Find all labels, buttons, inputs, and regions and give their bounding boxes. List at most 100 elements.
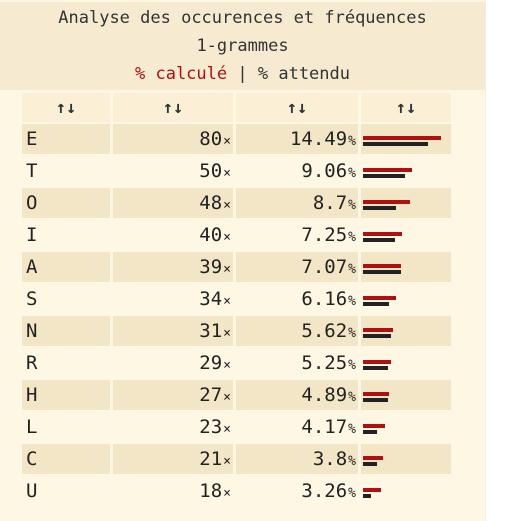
frequency-bars <box>361 124 451 154</box>
count-unit: × <box>223 230 231 245</box>
expected-bar <box>363 334 391 338</box>
frequency-bars <box>361 444 451 474</box>
percent-unit: % <box>348 294 356 309</box>
letter-cell: C <box>22 444 110 474</box>
letter-value: N <box>26 320 38 342</box>
count-unit: × <box>223 294 231 309</box>
percent-cell: 7.07% <box>236 252 358 282</box>
percent-unit: % <box>348 198 356 213</box>
letter-cell: L <box>22 412 110 442</box>
percent-unit: % <box>348 390 356 405</box>
letter-cell: S <box>22 284 110 314</box>
letter-value: O <box>26 192 38 214</box>
sort-arrows-icon: ↑↓ <box>162 97 184 118</box>
bar-cell <box>361 284 451 314</box>
calculated-bar <box>363 488 381 492</box>
calculated-bar <box>363 168 412 172</box>
count-unit: × <box>223 390 231 405</box>
count-unit: × <box>223 358 231 373</box>
analysis-header: Analyse des occurences et fréquences 1-g… <box>0 2 485 90</box>
percent-cell: 7.25% <box>236 220 358 250</box>
count-cell: 27× <box>113 380 233 410</box>
bar-cell <box>361 252 451 282</box>
count-unit: × <box>223 486 231 501</box>
table-row: C 21× 3.8% <box>22 444 451 474</box>
percent-value: 3.26 <box>301 480 348 502</box>
sort-arrows-icon: ↑↓ <box>395 97 417 118</box>
table-header-row: ↑↓ ↑↓ ↑↓ ↑↓ <box>22 93 451 122</box>
percent-value: 4.89 <box>301 384 348 406</box>
bar-cell <box>361 412 451 442</box>
percent-value: 14.49 <box>289 128 348 150</box>
percent-cell: 4.17% <box>236 412 358 442</box>
percent-cell: 5.25% <box>236 348 358 378</box>
letter-value: E <box>26 128 38 150</box>
calculated-bar <box>363 296 396 300</box>
percent-unit: % <box>348 422 356 437</box>
count-unit: × <box>223 198 231 213</box>
ngram-size-label: 1-grammes <box>196 36 289 56</box>
frequency-bars <box>361 476 451 506</box>
calculated-bar <box>363 232 402 236</box>
table-row: U 18× 3.26% <box>22 476 451 506</box>
calculated-bar <box>363 264 401 268</box>
percent-unit: % <box>348 230 356 245</box>
percent-cell: 9.06% <box>236 156 358 186</box>
percent-cell: 14.49% <box>236 124 358 154</box>
legend-calculated: % calculé <box>135 64 228 84</box>
count-unit: × <box>223 166 231 181</box>
analysis-title: Analyse des occurences et fréquences <box>58 8 427 28</box>
letter-cell: T <box>22 156 110 186</box>
sort-count-header[interactable]: ↑↓ <box>113 93 233 122</box>
table-row: O 48× 8.7% <box>22 188 451 218</box>
sort-bar-header[interactable]: ↑↓ <box>361 93 451 122</box>
expected-bar <box>363 462 377 466</box>
expected-bar <box>363 366 388 370</box>
bar-cell <box>361 316 451 346</box>
frequency-panel: Analyse des occurences et fréquences 1-g… <box>0 2 485 506</box>
frequency-bars <box>361 188 451 218</box>
calculated-bar <box>363 136 441 140</box>
percent-cell: 3.26% <box>236 476 358 506</box>
percent-cell: 5.62% <box>236 316 358 346</box>
letter-value: C <box>26 448 38 470</box>
count-value: 29 <box>199 352 223 374</box>
letter-cell: U <box>22 476 110 506</box>
frequency-bars <box>361 156 451 186</box>
letter-value: T <box>26 160 38 182</box>
count-value: 40 <box>199 224 223 246</box>
frequency-bars <box>361 284 451 314</box>
calculated-bar <box>363 392 389 396</box>
bar-cell <box>361 188 451 218</box>
frequency-bars <box>361 316 451 346</box>
table-row: T 50× 9.06% <box>22 156 451 186</box>
letter-value: H <box>26 384 38 406</box>
letter-value: A <box>26 256 38 278</box>
frequency-bars <box>361 412 451 442</box>
expected-bar <box>363 302 389 306</box>
percent-value: 7.25 <box>301 224 348 246</box>
percent-unit: % <box>348 166 356 181</box>
count-unit: × <box>223 262 231 277</box>
table-row: S 34× 6.16% <box>22 284 451 314</box>
count-value: 48 <box>199 192 223 214</box>
letter-value: R <box>26 352 38 374</box>
table-row: A 39× 7.07% <box>22 252 451 282</box>
bar-cell <box>361 124 451 154</box>
percent-value: 5.62 <box>301 320 348 342</box>
letter-cell: O <box>22 188 110 218</box>
calculated-bar <box>363 328 393 332</box>
letter-value: U <box>26 480 38 502</box>
sort-letter-header[interactable]: ↑↓ <box>22 93 110 122</box>
sort-percent-header[interactable]: ↑↓ <box>236 93 358 122</box>
count-unit: × <box>223 134 231 149</box>
table-row: N 31× 5.62% <box>22 316 451 346</box>
count-value: 34 <box>199 288 223 310</box>
percent-value: 4.17 <box>301 416 348 438</box>
count-unit: × <box>223 454 231 469</box>
frequency-bars <box>361 348 451 378</box>
percent-unit: % <box>348 358 356 373</box>
percent-cell: 6.16% <box>236 284 358 314</box>
frequency-bars <box>361 380 451 410</box>
count-cell: 31× <box>113 316 233 346</box>
